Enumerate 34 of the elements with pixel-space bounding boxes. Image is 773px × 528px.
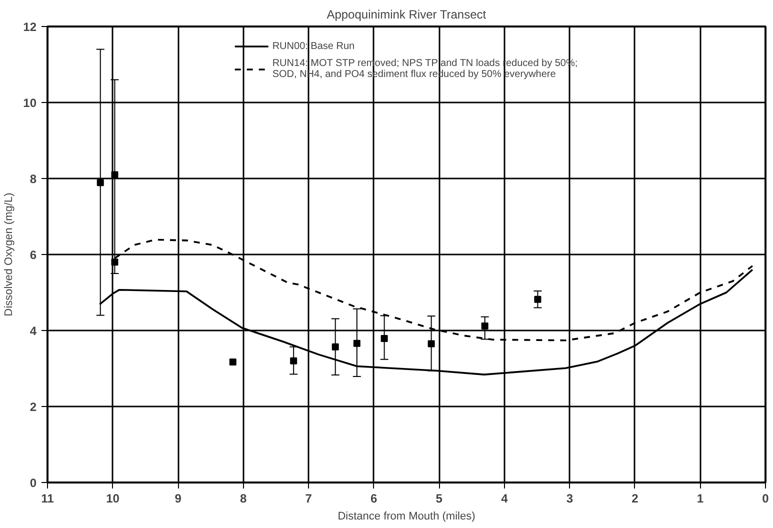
y-tick-label: 8 bbox=[30, 172, 37, 186]
y-tick-label: 4 bbox=[30, 324, 37, 338]
x-tick-label: 5 bbox=[436, 492, 443, 506]
x-tick-label: 8 bbox=[240, 492, 247, 506]
x-tick-label: 4 bbox=[501, 492, 508, 506]
point bbox=[229, 358, 236, 366]
y-tick-label: 10 bbox=[23, 96, 37, 110]
point bbox=[96, 179, 104, 186]
y-axis-title: Dissolved Oxygen (mg/L) bbox=[3, 192, 16, 316]
x-tick-label: 3 bbox=[566, 492, 574, 506]
point bbox=[111, 258, 118, 266]
point bbox=[111, 171, 118, 178]
y-tick-label: 0 bbox=[30, 476, 37, 490]
legend-label: RUN00: Base Run bbox=[272, 40, 355, 52]
point bbox=[332, 343, 339, 350]
x-axis-title: Distance from Mouth (miles) bbox=[338, 510, 476, 522]
chart-title: Appoquinimink River Transect bbox=[326, 8, 487, 22]
x-tick-label: 7 bbox=[305, 492, 312, 506]
point bbox=[353, 340, 360, 347]
point bbox=[380, 334, 388, 342]
x-tick-label: 0 bbox=[762, 492, 770, 506]
x-tick-label: 9 bbox=[174, 492, 182, 506]
y-tick-label: 2 bbox=[30, 400, 37, 414]
x-tick-label: 1 bbox=[696, 492, 704, 506]
x-tick-label: 10 bbox=[106, 492, 120, 506]
point bbox=[481, 322, 488, 330]
x-tick-label: 2 bbox=[632, 492, 639, 506]
y-tick-label: 6 bbox=[30, 248, 37, 262]
point bbox=[290, 357, 298, 364]
point bbox=[428, 340, 435, 348]
x-tick-label: 6 bbox=[370, 492, 378, 506]
y-tick-label: 12 bbox=[23, 20, 37, 34]
x-tick-label: 11 bbox=[41, 492, 54, 506]
point bbox=[534, 296, 542, 303]
